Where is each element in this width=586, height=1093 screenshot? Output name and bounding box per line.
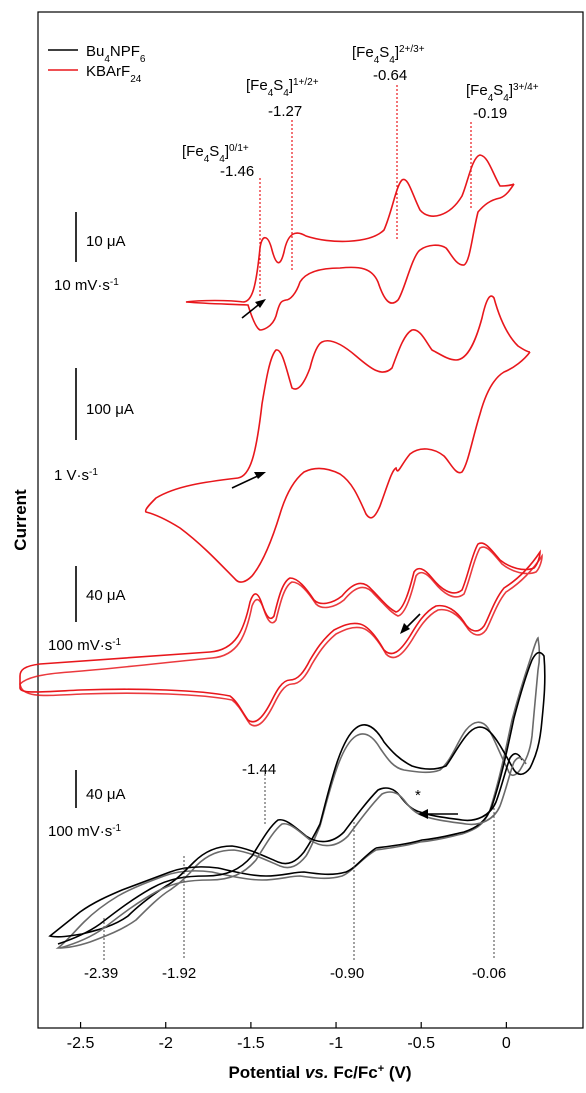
x-tick-label: -2 xyxy=(159,1035,173,1052)
couple-value-0-1: -1.46 xyxy=(220,163,254,180)
x-axis-label: Potential vs. Fc/Fc+ (V) xyxy=(228,1063,411,1082)
trace-kbarf-10mvs-forward xyxy=(242,154,515,303)
trace-kbarf-100mvs-cycle1 xyxy=(19,542,541,723)
couple-labels: [Fe4S4]0/1+ -1.46 [Fe4S4]1+/2+ -1.27 [Fe… xyxy=(182,44,539,181)
arrow-4 xyxy=(418,809,458,819)
annot-m192: -1.92 xyxy=(162,965,196,982)
rate-label-2: 1 V·s-1 xyxy=(54,467,98,485)
trace-kbarf-100mvs xyxy=(19,542,543,727)
legend-label-kbarf24: KBArF24 xyxy=(86,63,142,85)
annot-m090: -0.90 xyxy=(330,965,364,982)
x-tick-label: 0 xyxy=(502,1035,511,1052)
scale-label-4: 40 μA xyxy=(86,786,126,803)
asterisk-marker: * xyxy=(415,787,421,804)
arrow-3 xyxy=(400,613,421,634)
trace-bu4npf6-100mvs xyxy=(48,636,546,949)
trace-kbarf-1vs xyxy=(144,295,531,583)
couple-label-3-4: [Fe4S4]3+/4+ xyxy=(466,82,539,104)
couple-label-0-1: [Fe4S4]0/1+ xyxy=(182,143,249,165)
x-tick-label: -2.5 xyxy=(67,1035,95,1052)
rate-label-3: 100 mV·s-1 xyxy=(48,637,122,655)
trace-bu4npf6-upper-black xyxy=(57,752,523,945)
arrow-2 xyxy=(231,472,266,489)
x-tick-label: -1.5 xyxy=(237,1035,265,1052)
bottom-ref-lines xyxy=(103,770,495,960)
scale-label-1: 10 μA xyxy=(86,233,126,250)
scale-bars: 10 μA 10 mV·s-1 100 μA 1 V·s-1 40 μA 100… xyxy=(48,212,134,840)
couple-value-1-2: -1.27 xyxy=(268,103,302,120)
couple-value-3-4: -0.19 xyxy=(473,105,507,122)
rate-label-4: 100 mV·s-1 xyxy=(48,823,122,841)
couple-value-2-3: -0.64 xyxy=(373,67,407,84)
trace-bu4npf6-cycle-black xyxy=(48,651,546,938)
x-tick-label: -0.5 xyxy=(407,1035,435,1052)
legend-label-bu4npf6: Bu4NPF6 xyxy=(86,43,146,65)
rate-label-1: 10 mV·s-1 xyxy=(54,277,119,295)
couple-label-1-2: [Fe4S4]1+/2+ xyxy=(246,77,319,99)
trace-kbarf-1vs-forward xyxy=(237,295,531,479)
arrow-1 xyxy=(241,299,266,319)
scale-label-3: 40 μA xyxy=(86,587,126,604)
plot-frame xyxy=(37,11,584,1029)
trace-bu4npf6-upper-gray xyxy=(59,756,527,949)
legend: Bu4NPF6 KBArF24 xyxy=(48,43,146,85)
couple-ref-lines xyxy=(259,85,472,298)
annot-m006: -0.06 xyxy=(472,965,506,982)
trace-kbarf-100mvs-cycle2 xyxy=(19,546,543,727)
x-axis-ticks: -2.5 -2 -1.5 -1 -0.5 0 xyxy=(67,1022,511,1052)
scale-label-2: 100 μA xyxy=(86,401,134,418)
bottom-annotations: -1.44 -2.39 -1.92 -0.90 -0.06 xyxy=(84,761,506,982)
trace-kbarf-10mvs-return xyxy=(185,183,515,331)
trace-kbarf-1vs-return xyxy=(144,351,531,583)
y-axis-label: Current xyxy=(11,489,30,551)
annot-m239: -2.39 xyxy=(84,965,118,982)
x-tick-label: -1 xyxy=(329,1035,343,1052)
couple-label-2-3: [Fe4S4]2+/3+ xyxy=(352,44,425,66)
trace-bu4npf6-cycle-gray xyxy=(55,636,541,949)
annot-m144: -1.44 xyxy=(242,761,276,778)
trace-kbarf-10mvs xyxy=(185,154,515,331)
